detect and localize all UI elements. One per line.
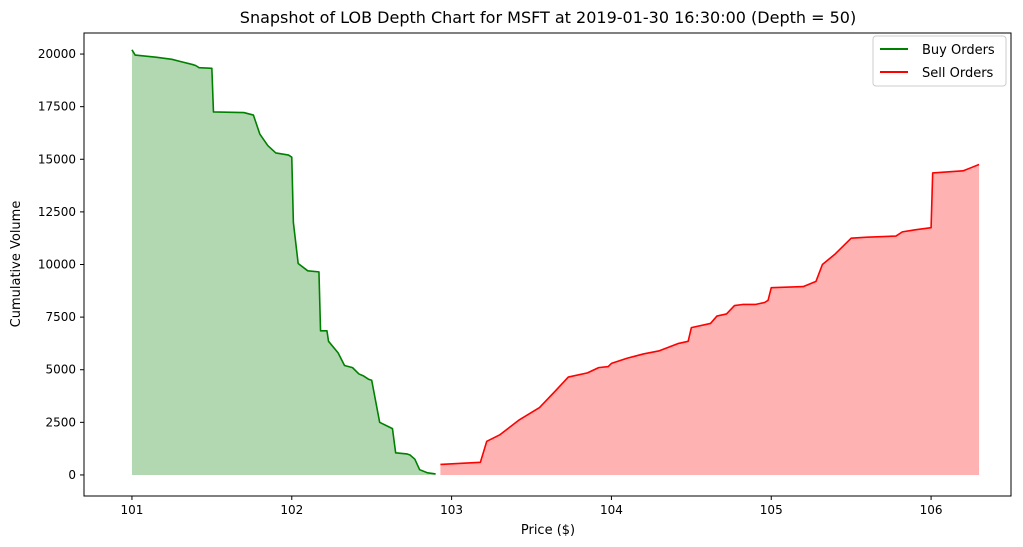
- y-tick-label: 12500: [38, 205, 76, 219]
- y-tick-label: 10000: [38, 258, 76, 272]
- legend-label-sell: Sell Orders: [922, 66, 994, 81]
- x-axis: 101 102 103 104 105 106: [120, 496, 943, 517]
- x-tick-label: 101: [120, 503, 143, 517]
- x-tick-label: 103: [440, 503, 463, 517]
- x-axis-label: Price ($): [521, 523, 575, 538]
- y-tick-label: 15000: [38, 152, 76, 166]
- series-area-0: [131, 49, 436, 475]
- y-axis-label: Cumulative Volume: [9, 201, 24, 328]
- x-tick-label: 104: [600, 503, 623, 517]
- y-axis: 0 2500 5000 7500 10000 12500 15000 17500 20000: [38, 47, 84, 482]
- y-tick-label: 7500: [45, 310, 76, 324]
- chart-title: Snapshot of LOB Depth Chart for MSFT at …: [240, 8, 856, 27]
- legend-label-buy: Buy Orders: [922, 43, 995, 58]
- y-tick-label: 0: [68, 468, 76, 482]
- x-tick-label: 105: [760, 503, 783, 517]
- x-tick-label: 106: [920, 503, 943, 517]
- y-tick-label: 2500: [45, 415, 76, 429]
- plot-area: [131, 49, 980, 475]
- legend: Buy Orders Sell Orders: [872, 35, 1007, 87]
- y-tick-label: 20000: [38, 47, 76, 61]
- series-area-1: [440, 164, 980, 475]
- series-line-1: [440, 163, 980, 466]
- series-line-0: [131, 49, 436, 475]
- y-tick-label: 5000: [45, 363, 76, 377]
- y-tick-label: 17500: [38, 100, 76, 114]
- x-tick-label: 102: [280, 503, 303, 517]
